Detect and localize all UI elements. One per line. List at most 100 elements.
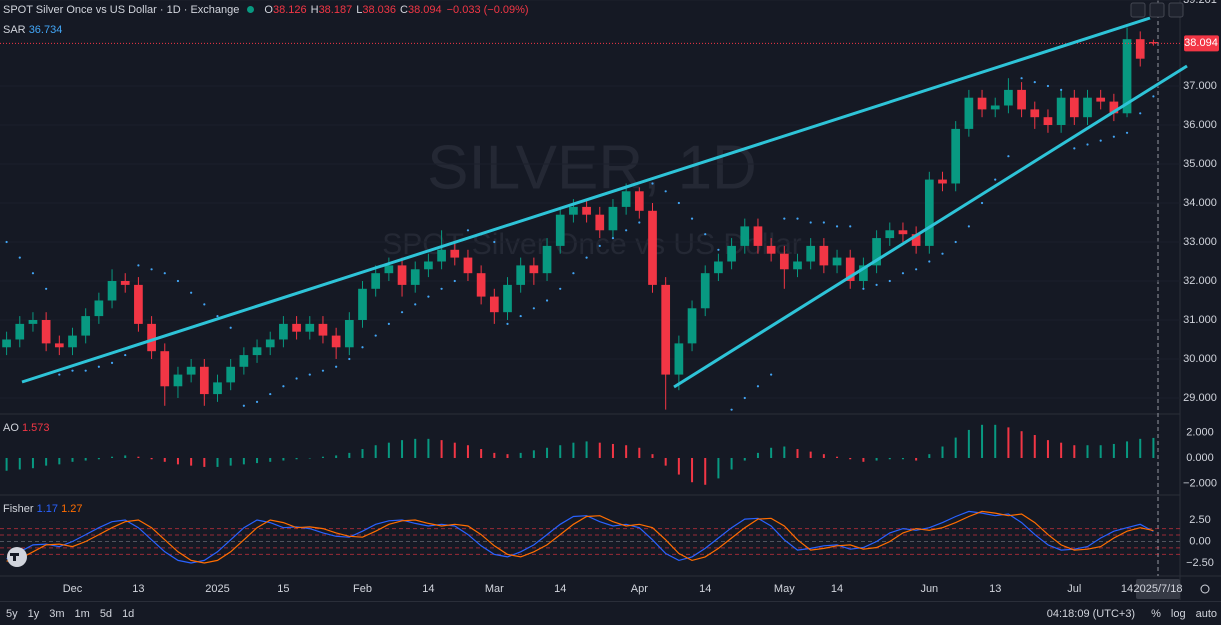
sar-dot [1073, 147, 1076, 150]
ao-bar [915, 457, 918, 461]
x-tick-label: Jul [1067, 583, 1081, 595]
button[interactable] [1130, 2, 1146, 18]
ao-bar [229, 457, 232, 466]
ao-bar [1152, 437, 1155, 458]
ao-bar [1060, 442, 1063, 458]
sar-dot [150, 268, 153, 271]
y-tick-label: 37.000 [1183, 80, 1217, 92]
ao-bar [1033, 435, 1036, 458]
candle-body [595, 214, 605, 231]
sar-dot [163, 272, 166, 275]
ao-bar [1139, 438, 1142, 458]
ao-bar [598, 442, 601, 458]
scale-option[interactable]: auto [1195, 607, 1217, 620]
ao-bar [875, 457, 878, 461]
y-tick-label: 29.000 [1183, 392, 1217, 404]
range-button[interactable]: 1y [27, 607, 40, 620]
sar-dot [664, 190, 667, 193]
candle-body [2, 339, 11, 348]
ao-bar [1086, 445, 1089, 458]
ao-bar [150, 457, 153, 460]
ao-bar [45, 457, 48, 466]
sar-dot [835, 225, 839, 228]
candle-body [1109, 101, 1119, 114]
ao-bar [704, 457, 707, 485]
candle-body [621, 191, 631, 207]
sar-dot [585, 256, 588, 259]
ao-bar [532, 450, 535, 458]
ao-bar [822, 454, 825, 458]
crosshair-date-box [1136, 579, 1180, 599]
sar-dot [928, 260, 931, 263]
ohlc-key: H [310, 4, 319, 16]
sar-dot [321, 369, 325, 372]
trend-line[interactable] [673, 64, 1188, 389]
range-button[interactable]: 1m [74, 607, 90, 620]
sar-dot [717, 248, 720, 251]
sar-dot [242, 404, 245, 407]
candle-body [147, 323, 156, 352]
ao-bar [282, 457, 285, 461]
ao-bar [770, 447, 773, 458]
ao-bar [5, 457, 8, 471]
sar-dot [282, 385, 285, 388]
sar-dot [58, 373, 61, 376]
sar-dot [71, 369, 74, 372]
candle-body [1043, 117, 1053, 125]
ao-bar [361, 449, 364, 458]
ao-bar [111, 456, 114, 458]
ao-bar [440, 440, 443, 458]
candle-body [1030, 109, 1040, 118]
fisher-line [6, 510, 1154, 564]
sar-dot [1020, 77, 1023, 80]
candle-body [107, 280, 117, 301]
clock: 04:18:09 (UTC+3) [1046, 607, 1136, 620]
candle-body [54, 343, 64, 348]
trend-line[interactable] [21, 16, 1151, 384]
sar-dot [190, 291, 193, 294]
range-button[interactable]: 5y [6, 607, 18, 620]
candle-body [648, 210, 657, 285]
candle-body [938, 179, 947, 184]
ao-bar [546, 447, 549, 458]
sar-dot [862, 287, 865, 290]
ao-bar [519, 452, 522, 458]
candle-body [779, 253, 789, 270]
range-button[interactable]: 1d [122, 607, 135, 620]
sar-dot [414, 303, 417, 306]
ao-bar [163, 457, 166, 462]
candle-body [279, 323, 288, 340]
candle-body [687, 308, 697, 344]
sar-dot [427, 295, 430, 298]
sar-dot [743, 396, 746, 400]
button[interactable] [1168, 2, 1184, 18]
candle-body [832, 257, 842, 266]
tv-logo [7, 547, 27, 567]
sar-dot [915, 268, 918, 271]
sar-dot [1046, 84, 1050, 88]
ao-bar [572, 442, 575, 458]
candle-body [450, 249, 460, 258]
ao-bar [981, 424, 984, 458]
settings-icon[interactable] [1200, 584, 1210, 594]
scale-option[interactable]: % [1151, 607, 1161, 620]
candle-body [331, 335, 341, 348]
ao-bar [387, 442, 390, 458]
sar-dot [598, 244, 601, 247]
top-right-buttons[interactable] [1130, 2, 1184, 18]
candle-body [1083, 97, 1092, 118]
candle-body [252, 347, 262, 356]
candle-body [15, 323, 25, 340]
y-tick-label: 31.000 [1183, 314, 1217, 326]
sar-dot [677, 201, 680, 205]
ao-bar [730, 457, 733, 470]
range-button[interactable]: 3m [49, 607, 65, 620]
ao-bar [414, 438, 417, 458]
ao-bar [216, 457, 219, 467]
button[interactable] [1149, 2, 1165, 18]
sar-dot [651, 182, 654, 185]
ao-bar [651, 454, 654, 458]
range-button[interactable]: 5d [99, 607, 113, 620]
scale-option[interactable]: log [1170, 607, 1186, 620]
candle-body [951, 128, 961, 184]
